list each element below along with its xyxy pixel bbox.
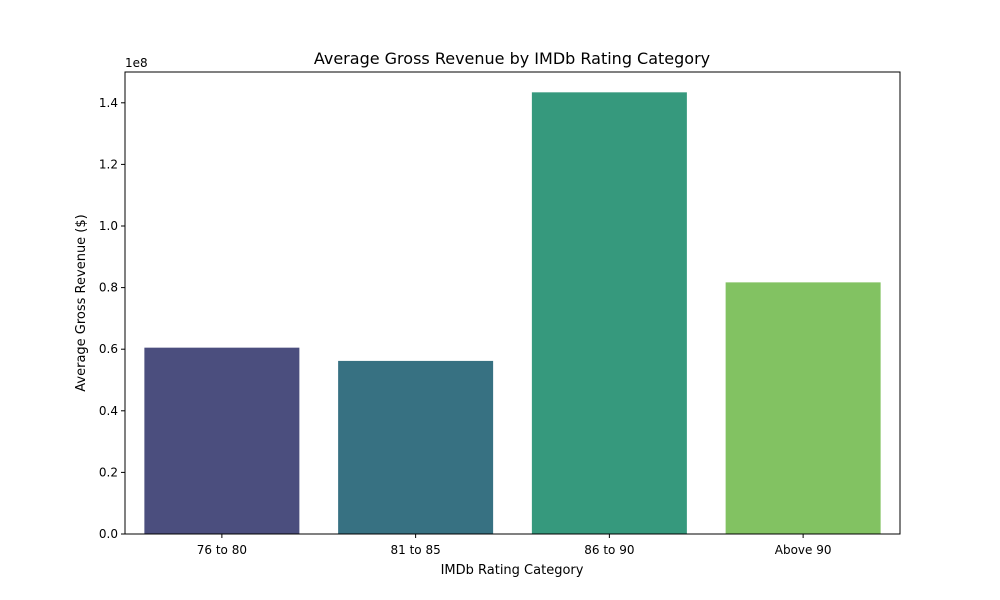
chart-title: Average Gross Revenue by IMDb Rating Cat…	[314, 49, 710, 68]
y-tick-label: 0.8	[99, 281, 118, 295]
plot-frame	[124, 71, 901, 535]
x-tick-label: Above 90	[775, 543, 832, 557]
bar-81-to-85	[338, 360, 494, 534]
y-tick-label: 0.6	[99, 342, 118, 356]
x-axis-label: IMDb Rating Category	[441, 563, 584, 578]
y-tick-label: 1.2	[99, 157, 118, 171]
bar-76-to-80	[144, 347, 300, 534]
bars-group	[144, 92, 881, 534]
y-tick-label: 0.2	[99, 465, 118, 479]
x-tick-label: 86 to 90	[584, 543, 634, 557]
y-axis-ticks: 0.0 0.2 0.4 0.6 0.8 1.0 1.2 1.4	[99, 96, 125, 541]
y-tick-label: 1.4	[99, 96, 118, 110]
x-axis-ticks: 76 to 80 81 to 85 86 to 90 Above 90	[197, 534, 832, 557]
y-tick-label: 0.0	[99, 527, 118, 541]
y-axis-offset-label: 1e8	[125, 56, 148, 70]
x-tick-label: 81 to 85	[391, 543, 441, 557]
y-tick-label: 0.4	[99, 404, 118, 418]
x-tick-label: 76 to 80	[197, 543, 247, 557]
bar-above-90	[725, 282, 881, 534]
bar-86-to-90	[531, 92, 687, 534]
y-axis-label: Average Gross Revenue ($)	[74, 214, 89, 391]
y-tick-label: 1.0	[99, 219, 118, 233]
